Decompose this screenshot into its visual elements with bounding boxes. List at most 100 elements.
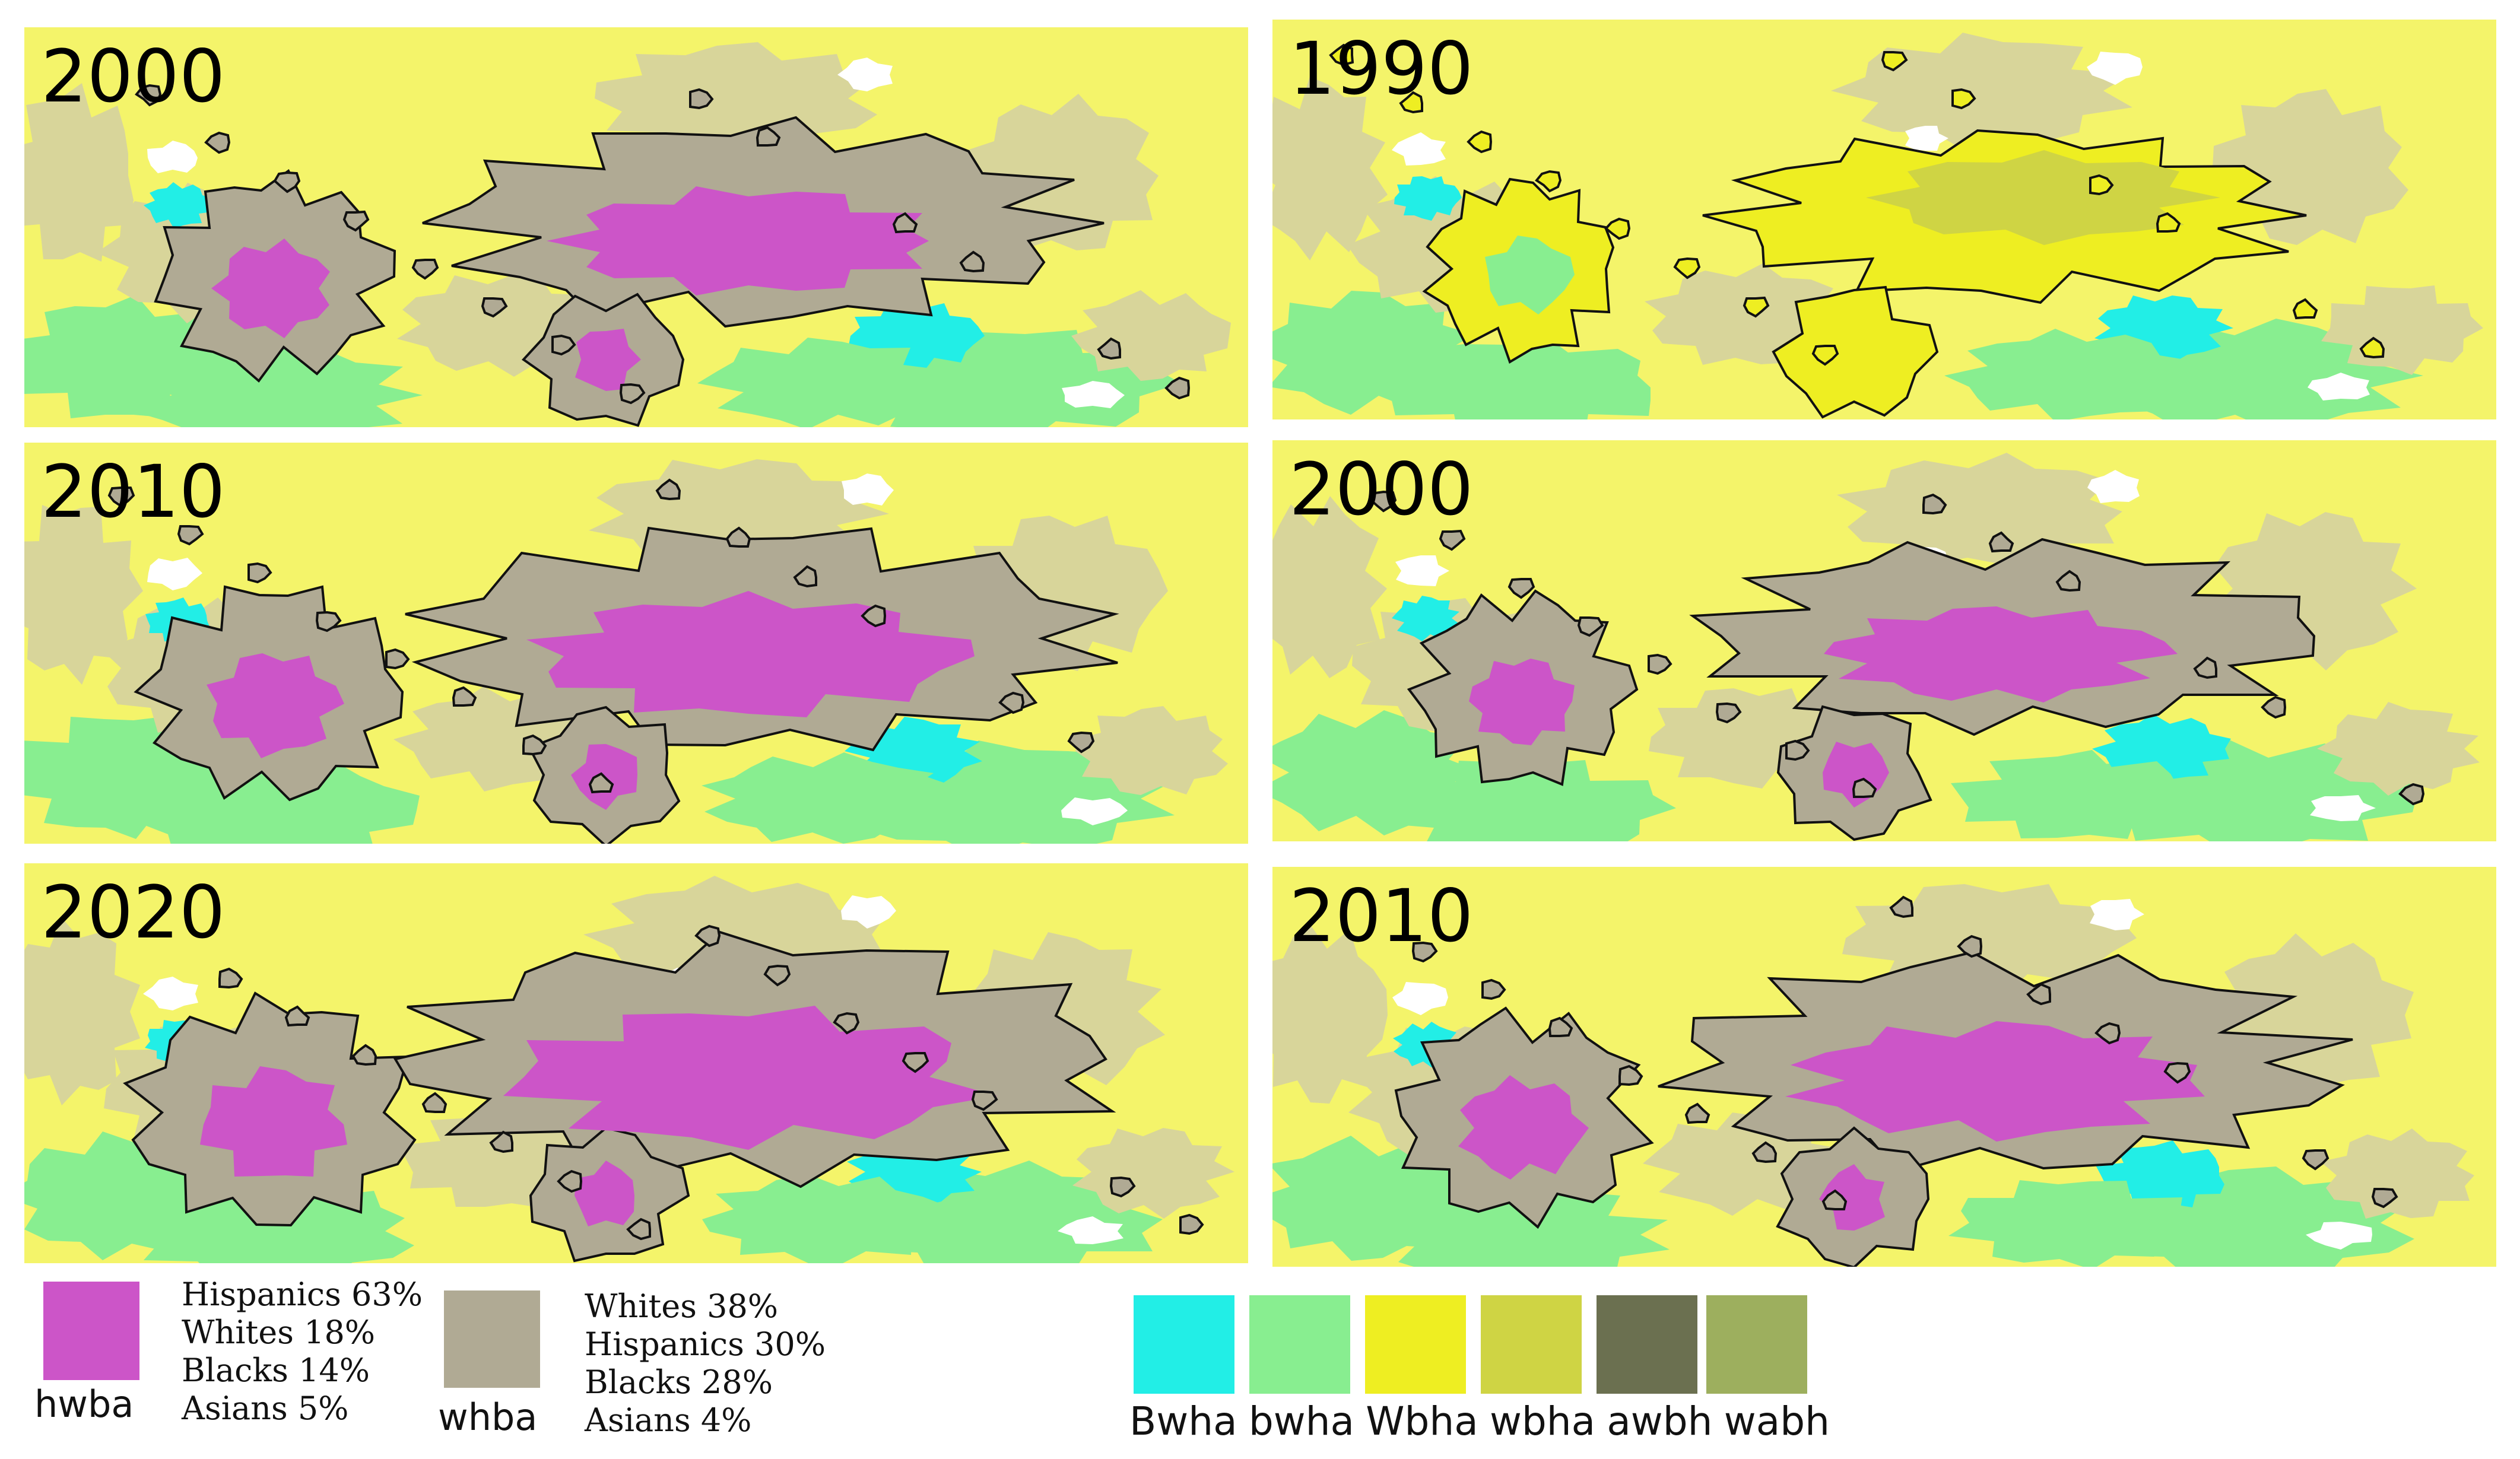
small-cluster (107, 487, 135, 508)
area-patch (1831, 33, 2132, 150)
legend-hwba-text: Hispanics 63% Whites 18% Blacks 14% Asia… (182, 1276, 423, 1428)
swatch-bwha (1249, 1295, 1350, 1394)
small-cluster (2302, 1149, 2329, 1171)
core-cluster (1824, 606, 2178, 703)
small-cluster (1467, 130, 1493, 154)
core-cluster (1485, 236, 1575, 314)
swatch-Wbha (1365, 1295, 1466, 1394)
legend-line: Hispanics 63% (182, 1276, 423, 1313)
year-label: 2000 (1289, 447, 1474, 532)
empty-area (147, 141, 198, 173)
empty-area (1392, 132, 1446, 166)
small-cluster (1751, 1141, 1778, 1164)
small-cluster (763, 964, 791, 987)
small-cluster (1881, 51, 1908, 72)
area-patch (1948, 1180, 2204, 1267)
area-patch (1375, 760, 1676, 841)
small-cluster (135, 84, 162, 107)
small-cluster (1988, 531, 2014, 553)
area-patch (1392, 596, 1461, 641)
area-patch (1272, 77, 1388, 260)
small-cluster (1109, 1176, 1136, 1198)
small-cluster (1811, 345, 1839, 366)
map-panel-left-3: 2020 (24, 863, 1248, 1263)
legend-line: Whites 38% (585, 1288, 779, 1325)
small-cluster (1673, 257, 1701, 279)
small-cluster (2163, 1061, 2191, 1084)
code-whba: whba (438, 1396, 538, 1439)
swatch-Bwha (1134, 1295, 1234, 1394)
small-cluster (1684, 1102, 1710, 1124)
small-cluster (1164, 376, 1191, 400)
area-patch (24, 505, 143, 685)
area-patch (24, 83, 134, 262)
small-cluster (1852, 777, 1877, 798)
small-cluster (1399, 91, 1423, 114)
small-cluster (725, 526, 751, 548)
small-cluster (626, 1218, 651, 1241)
small-cluster (421, 1092, 447, 1113)
small-cluster (861, 604, 887, 628)
small-cluster (1507, 578, 1535, 599)
area-patch (702, 1174, 950, 1263)
small-cluster (959, 250, 985, 273)
small-cluster (2398, 783, 2425, 806)
map-panel-left-2: 2010 (24, 443, 1248, 844)
small-cluster (2094, 1022, 2121, 1045)
small-cluster (1715, 702, 1742, 724)
map-panel-right-2: 2000 (1272, 440, 2496, 841)
year-label: 2010 (1289, 874, 1474, 958)
year-label: 2010 (41, 450, 226, 534)
small-cluster (756, 126, 781, 147)
small-cluster (1604, 217, 1631, 240)
small-cluster (1067, 731, 1095, 754)
small-cluster (1618, 1064, 1643, 1086)
area-patch (1075, 706, 1228, 795)
core-cluster (1819, 1164, 1885, 1231)
small-cluster (689, 88, 714, 110)
empty-area (147, 558, 202, 590)
small-cluster (1922, 493, 1947, 515)
empty-area (1392, 982, 1448, 1015)
map-l2 (24, 459, 1228, 844)
area-patch (1375, 335, 1651, 419)
small-cluster (522, 734, 547, 756)
small-cluster (971, 1091, 998, 1111)
small-cluster (284, 1005, 310, 1027)
small-cluster (1439, 529, 1466, 551)
swatch-awbh (1597, 1295, 1697, 1394)
small-cluster (1369, 490, 1397, 513)
empty-area (2310, 795, 2376, 821)
map-l1 (24, 42, 1231, 427)
empty-area (1062, 381, 1125, 408)
empty-area (2087, 52, 2143, 85)
code-Wbha: Wbha (1366, 1398, 1478, 1444)
small-cluster (2026, 983, 2051, 1006)
legend-line: Asians 5% (182, 1390, 349, 1427)
legend-line: Whites 18% (182, 1314, 376, 1351)
area-patch (2321, 1129, 2474, 1219)
area-patch (697, 338, 950, 427)
code-Bwha: Bwha (1129, 1398, 1237, 1444)
empty-area (2090, 899, 2144, 930)
small-cluster (2292, 298, 2318, 320)
empty-area (143, 977, 198, 1010)
small-cluster (177, 525, 204, 546)
small-cluster (1889, 895, 1913, 918)
area-patch (702, 752, 948, 844)
map-r3 (1272, 884, 2474, 1267)
small-cluster (1329, 43, 1354, 66)
map-l3 (24, 876, 1234, 1263)
legend-line: Hispanics 30% (585, 1326, 826, 1363)
core-cluster (575, 329, 641, 391)
small-cluster (315, 611, 342, 632)
area-patch (1837, 453, 2122, 565)
area-patch (1944, 329, 2199, 419)
map-panel-right-3: 2010 (1272, 867, 2496, 1267)
empty-area (837, 58, 893, 91)
small-cluster (2359, 336, 2385, 359)
small-cluster (1821, 1189, 1848, 1210)
small-cluster (793, 565, 817, 588)
empty-area (2087, 470, 2140, 503)
small-cluster (385, 648, 410, 670)
